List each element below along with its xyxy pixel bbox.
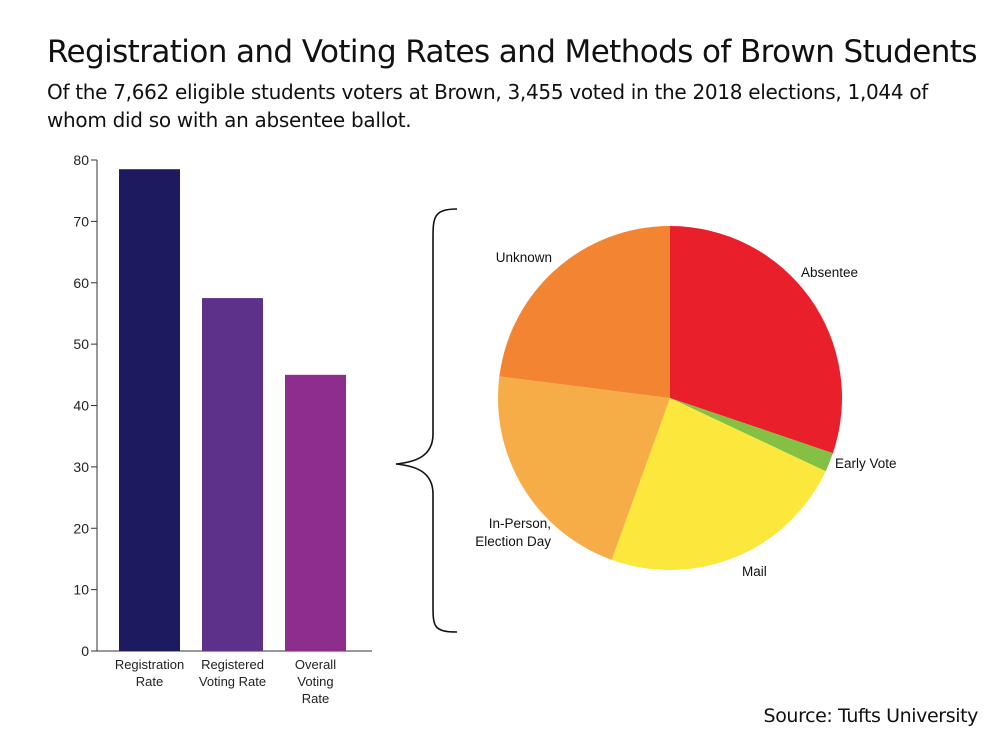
bar xyxy=(119,169,180,652)
pie-slice xyxy=(670,226,842,454)
chart-title: Registration and Voting Rates and Method… xyxy=(47,34,977,70)
y-tick-label: 50 xyxy=(73,336,89,352)
y-tick-label: 20 xyxy=(73,520,89,536)
pie-labels: Absentee Early Vote Mail In-Person, Election… xyxy=(475,250,896,579)
y-tick-label: 60 xyxy=(73,275,89,291)
pie-slice-label: Unknown xyxy=(496,250,552,265)
pie-slice xyxy=(497,376,670,560)
bar xyxy=(202,298,263,651)
pie-slice-label: In-Person, Election Day xyxy=(475,516,551,549)
bar xyxy=(285,374,346,651)
curly-brace xyxy=(395,208,458,633)
bar-category-label: Registered Voting Rate xyxy=(199,657,266,689)
pie-slices xyxy=(497,226,842,571)
bar-category-labels: Registration Rate Registered Voting Rate Ove… xyxy=(115,657,336,706)
chart-subtitle: Of the 7,662 eligible students voters at… xyxy=(47,80,929,132)
pie-slice xyxy=(499,226,670,398)
y-tick-label: 80 xyxy=(73,152,89,168)
bar-category-label: Overall Voting Rate xyxy=(295,657,336,706)
pie-slice-label: Absentee xyxy=(801,265,858,280)
bars xyxy=(119,169,346,652)
y-tick-label: 30 xyxy=(73,459,89,475)
pie-chart: Absentee Early Vote Mail In-Person, Election… xyxy=(475,226,897,579)
y-tick-label: 0 xyxy=(81,643,89,659)
y-ticks: 0 10 20 30 40 50 60 70 80 xyxy=(73,152,97,659)
source-note: Source: Tufts University xyxy=(763,705,979,727)
y-tick-label: 40 xyxy=(73,398,89,414)
pie-slice xyxy=(611,398,826,571)
pie-slice-label: Early Vote xyxy=(835,456,897,471)
pie-slice xyxy=(670,398,833,472)
y-tick-label: 10 xyxy=(73,582,89,598)
pie-slice-label: Mail xyxy=(742,564,767,579)
bar-category-label: Registration Rate xyxy=(115,657,184,689)
y-tick-label: 70 xyxy=(73,213,89,229)
